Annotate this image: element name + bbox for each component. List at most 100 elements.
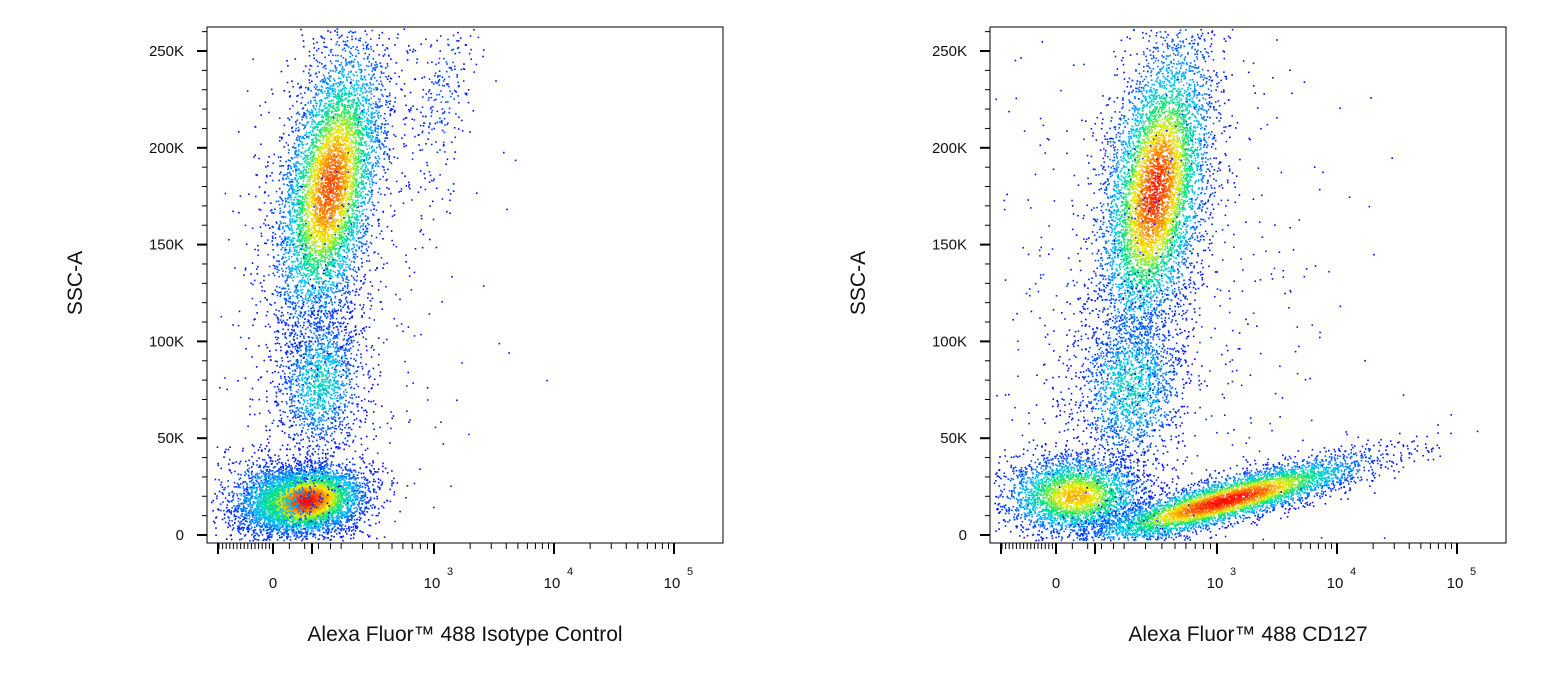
data-point bbox=[243, 518, 245, 521]
data-point bbox=[212, 520, 215, 523]
data-point bbox=[285, 467, 288, 469]
data-point bbox=[315, 495, 318, 498]
data-point bbox=[311, 460, 313, 462]
data-points-group bbox=[211, 28, 548, 542]
data-point bbox=[365, 506, 368, 508]
data-point bbox=[228, 494, 230, 496]
data-point bbox=[286, 528, 289, 530]
data-point bbox=[324, 499, 327, 502]
data-point bbox=[246, 488, 248, 490]
data-point bbox=[261, 516, 263, 519]
data-point bbox=[236, 482, 239, 485]
data-point bbox=[321, 534, 323, 537]
data-point bbox=[352, 496, 355, 498]
data-point bbox=[279, 522, 282, 524]
data-point bbox=[263, 490, 266, 493]
data-point bbox=[315, 503, 318, 506]
data-point bbox=[292, 477, 295, 479]
data-point bbox=[316, 480, 318, 482]
data-point bbox=[287, 500, 289, 502]
data-point bbox=[327, 532, 329, 534]
data-point bbox=[274, 517, 276, 519]
data-point bbox=[354, 514, 357, 517]
data-point bbox=[338, 500, 340, 502]
data-point bbox=[352, 475, 355, 478]
data-point bbox=[332, 474, 335, 476]
data-point bbox=[358, 471, 360, 474]
data-point bbox=[303, 520, 306, 523]
data-point bbox=[299, 511, 302, 514]
data-point bbox=[305, 519, 307, 521]
data-point bbox=[318, 525, 320, 528]
data-point bbox=[350, 515, 353, 517]
data-point bbox=[349, 476, 351, 479]
data-point bbox=[348, 480, 351, 483]
data-point bbox=[266, 502, 269, 505]
data-point bbox=[328, 499, 330, 501]
data-point bbox=[348, 474, 351, 477]
data-point bbox=[393, 493, 395, 496]
data-point bbox=[313, 485, 315, 488]
data-point bbox=[327, 505, 329, 508]
data-point bbox=[309, 479, 312, 481]
data-point bbox=[344, 480, 346, 483]
data-point bbox=[278, 461, 280, 464]
data-point bbox=[248, 509, 251, 512]
data-point bbox=[270, 513, 273, 516]
data-point bbox=[285, 484, 288, 487]
data-point bbox=[314, 501, 317, 504]
data-point bbox=[320, 488, 322, 490]
data-point bbox=[316, 494, 318, 497]
data-point bbox=[370, 498, 372, 500]
data-point bbox=[323, 512, 325, 515]
data-point bbox=[301, 468, 303, 470]
data-point bbox=[323, 465, 326, 467]
data-point bbox=[350, 537, 352, 540]
data-point bbox=[382, 465, 384, 468]
data-point bbox=[330, 522, 332, 525]
data-point bbox=[284, 501, 286, 503]
data-point bbox=[265, 472, 268, 475]
data-point bbox=[301, 509, 303, 512]
data-point bbox=[336, 519, 338, 522]
data-point bbox=[284, 512, 286, 515]
data-point bbox=[288, 510, 291, 512]
data-point bbox=[253, 452, 256, 454]
data-point bbox=[296, 534, 299, 537]
data-point bbox=[286, 483, 289, 486]
data-point bbox=[320, 477, 323, 480]
data-point bbox=[279, 505, 282, 507]
data-point bbox=[348, 530, 350, 532]
data-point bbox=[305, 501, 307, 504]
data-point bbox=[336, 476, 339, 478]
data-point bbox=[342, 494, 345, 496]
data-point bbox=[319, 515, 321, 517]
data-point bbox=[274, 502, 276, 504]
data-point bbox=[332, 471, 335, 474]
data-point bbox=[268, 471, 270, 473]
data-point bbox=[334, 495, 337, 498]
data-point bbox=[371, 464, 373, 467]
data-point bbox=[281, 489, 284, 491]
data-point bbox=[246, 515, 248, 517]
data-point bbox=[359, 530, 361, 532]
data-point bbox=[335, 516, 337, 519]
data-point bbox=[283, 539, 285, 542]
data-point bbox=[323, 490, 326, 492]
data-point bbox=[338, 505, 340, 508]
data-point bbox=[306, 451, 309, 453]
data-point bbox=[322, 483, 325, 486]
data-point bbox=[320, 465, 322, 467]
data-point bbox=[288, 483, 291, 485]
data-point bbox=[338, 490, 340, 493]
data-point bbox=[271, 501, 274, 504]
data-point bbox=[293, 517, 295, 520]
data-point bbox=[280, 468, 282, 471]
data-point bbox=[301, 508, 303, 511]
data-point bbox=[309, 501, 311, 503]
data-point bbox=[304, 502, 306, 505]
data-point bbox=[373, 497, 376, 500]
data-point bbox=[245, 494, 248, 497]
data-point bbox=[286, 479, 288, 481]
data-point bbox=[318, 529, 321, 531]
